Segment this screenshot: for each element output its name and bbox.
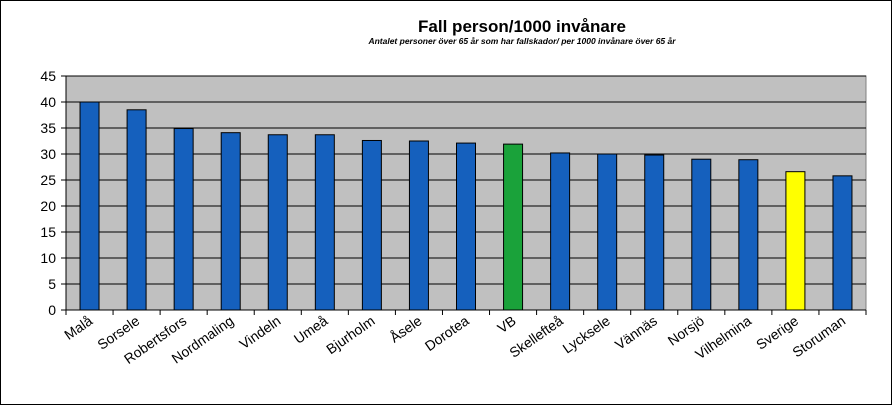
bar xyxy=(832,175,853,311)
bar xyxy=(691,158,712,311)
bars xyxy=(79,101,853,311)
chart-subtitle: Antalet personer över 65 år som har fall… xyxy=(367,36,676,46)
bar xyxy=(644,154,665,311)
y-tick-label: 5 xyxy=(48,276,56,292)
y-tick-label: 15 xyxy=(40,224,56,240)
bar xyxy=(785,171,806,311)
y-tick-label: 25 xyxy=(40,172,56,188)
chart-title: Fall person/1000 invånare xyxy=(418,17,626,36)
bar xyxy=(738,159,759,311)
bar xyxy=(456,142,476,311)
y-tick-label: 30 xyxy=(40,146,56,162)
bar xyxy=(220,132,241,311)
bar xyxy=(503,143,524,311)
y-axis: 0 5 10 15 20 25 30 35 40 45 xyxy=(40,68,67,318)
bar xyxy=(408,140,429,311)
y-tick-label: 0 xyxy=(48,302,56,318)
y-tick-label: 35 xyxy=(40,120,56,136)
bar xyxy=(597,153,618,311)
bar xyxy=(173,128,194,311)
y-tick-label: 20 xyxy=(40,198,56,214)
y-tick-label: 40 xyxy=(40,94,56,110)
bar xyxy=(314,134,335,311)
bar xyxy=(126,109,147,311)
bar xyxy=(550,152,571,311)
y-tick-label: 10 xyxy=(40,250,56,266)
bar xyxy=(267,134,288,311)
bar xyxy=(79,101,100,311)
y-tick-label: 45 xyxy=(40,68,56,84)
bar xyxy=(361,139,382,311)
